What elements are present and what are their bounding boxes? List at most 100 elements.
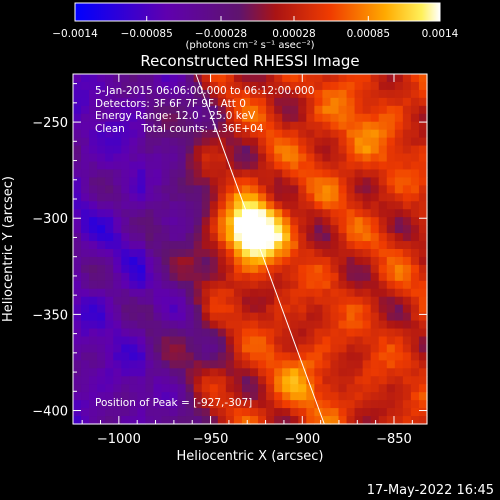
heatmap-cell: [378, 328, 388, 338]
heatmap-cell: [266, 256, 275, 266]
heatmap-cell: [266, 376, 275, 385]
heatmap-cell: [330, 272, 340, 282]
heatmap-cell: [378, 416, 388, 425]
heatmap-cell: [201, 105, 211, 115]
heatmap-cell: [193, 89, 203, 99]
heatmap-cell: [402, 384, 412, 393]
heatmap-cell: [169, 344, 179, 353]
heatmap-cell: [410, 272, 420, 282]
heatmap-cell: [346, 320, 356, 330]
heatmap-cell: [314, 209, 324, 218]
heatmap-cell: [362, 344, 372, 353]
heatmap-cell: [121, 384, 130, 393]
heatmap-cell: [161, 121, 171, 131]
timestamp: 17-May-2022 16:45: [366, 483, 494, 498]
heatmap-cell: [402, 320, 412, 330]
heatmap-cell: [394, 368, 404, 377]
heatmap-cell: [225, 360, 235, 369]
heatmap-cell: [177, 97, 187, 107]
heatmap-cell: [121, 416, 130, 425]
heatmap-cell: [73, 233, 82, 242]
heatmap-cell: [161, 81, 171, 91]
heatmap-cell: [338, 225, 348, 234]
heatmap-cell: [402, 416, 412, 425]
heatmap-cell: [185, 416, 195, 425]
heatmap-cell: [89, 272, 98, 282]
heatmap-cell: [97, 368, 106, 377]
heatmap-cell: [89, 360, 98, 369]
heatmap-cell: [153, 225, 163, 234]
heatmap-cell: [241, 217, 251, 226]
heatmap-cell: [113, 209, 122, 218]
heatmap-cell: [290, 416, 299, 425]
heatmap-cell: [306, 384, 315, 393]
heatmap-cell: [129, 97, 138, 107]
heatmap-cell: [137, 384, 147, 393]
heatmap-cell: [73, 296, 82, 306]
heatmap-cell: [121, 137, 130, 147]
heatmap-cell: [225, 392, 235, 401]
heatmap-cell: [153, 193, 163, 202]
heatmap-cell: [161, 97, 171, 107]
heatmap-cell: [121, 89, 130, 99]
heatmap-cell: [354, 145, 364, 155]
heatmap-cell: [314, 344, 324, 353]
heatmap-image: [73, 73, 428, 425]
heatmap-cell: [346, 272, 356, 282]
heatmap-cell: [121, 153, 130, 163]
heatmap-cell: [314, 145, 324, 155]
heatmap-cell: [129, 344, 138, 353]
heatmap-cell: [153, 336, 163, 346]
heatmap-cell: [394, 376, 404, 385]
heatmap-cell: [290, 249, 299, 258]
heatmap-cell: [89, 400, 98, 409]
heatmap-cell: [97, 201, 106, 210]
heatmap-cell: [185, 336, 195, 346]
heatmap-cell: [258, 392, 267, 401]
heatmap-cell: [145, 153, 155, 163]
heatmap-cell: [89, 169, 98, 178]
heatmap-cell: [338, 137, 348, 147]
heatmap-cell: [314, 280, 324, 290]
heatmap-cell: [362, 105, 372, 115]
heatmap-cell: [330, 97, 340, 107]
heatmap-cell: [386, 97, 396, 107]
heatmap-cell: [274, 225, 283, 234]
heatmap-cell: [97, 376, 106, 385]
heatmap-cell: [105, 320, 114, 330]
heatmap-cell: [81, 408, 90, 417]
heatmap-cell: [354, 384, 364, 393]
heatmap-cell: [322, 225, 332, 234]
heatmap-cell: [338, 392, 348, 401]
heatmap-cell: [89, 256, 98, 266]
colorbar-tick-label: 0.0014: [422, 28, 459, 40]
heatmap-cell: [145, 225, 155, 234]
heatmap-cell: [241, 225, 251, 234]
heatmap-cell: [105, 296, 114, 306]
heatmap-cell: [314, 137, 324, 147]
heatmap-cell: [298, 296, 307, 306]
heatmap-cell: [209, 312, 219, 322]
heatmap-cell: [153, 81, 163, 91]
heatmap-cell: [81, 209, 90, 218]
heatmap-cell: [362, 81, 372, 91]
heatmap-cell: [153, 113, 163, 123]
heatmap-cell: [266, 233, 275, 242]
heatmap-cell: [97, 81, 106, 91]
heatmap-cell: [314, 153, 324, 163]
heatmap-cell: [330, 153, 340, 163]
heatmap-cell: [169, 384, 179, 393]
heatmap-cell: [193, 249, 203, 258]
heatmap-cell: [378, 336, 388, 346]
heatmap-cell: [346, 193, 356, 202]
heatmap-cell: [129, 209, 138, 218]
heatmap-cell: [370, 153, 380, 163]
heatmap-cell: [153, 177, 163, 186]
heatmap-cell: [338, 81, 348, 91]
heatmap-cell: [129, 81, 138, 91]
heatmap-cell: [338, 161, 348, 171]
heatmap-cell: [161, 376, 171, 385]
heatmap-cell: [145, 137, 155, 147]
heatmap-cell: [370, 320, 380, 330]
